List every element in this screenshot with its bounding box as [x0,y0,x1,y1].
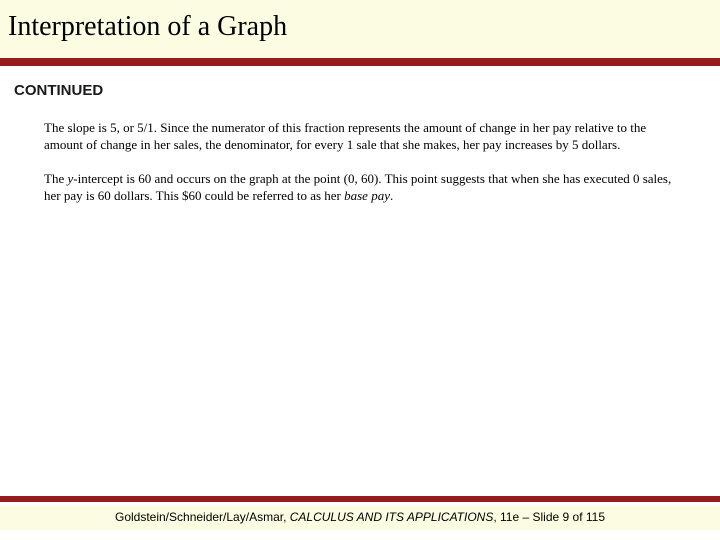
p2-post: . [390,188,393,203]
footer: Goldstein/Schneider/Lay/Asmar, CALCULUS … [0,496,720,530]
paragraph-2: The y-intercept is 60 and occurs on the … [44,170,676,205]
page-title: Interpretation of a Graph [8,10,712,44]
slide: Interpretation of a Graph CONTINUED The … [0,0,720,540]
footer-edition: , 11e – Slide 9 of 115 [493,510,605,524]
body-area: The slope is 5, or 5/1. Since the numera… [0,99,720,205]
title-rule [0,58,720,66]
continued-label: CONTINUED [14,82,720,99]
footer-text: Goldstein/Schneider/Lay/Asmar, CALCULUS … [0,506,720,530]
footer-authors: Goldstein/Schneider/Lay/Asmar, [115,510,290,524]
p2-pre: The [44,171,67,186]
footer-rule [0,496,720,502]
title-band: Interpretation of a Graph [0,0,720,58]
paragraph-1: The slope is 5, or 5/1. Since the numera… [44,119,676,154]
footer-book: CALCULUS AND ITS APPLICATIONS [290,510,494,524]
p2-basepay-term: base pay [344,188,390,203]
